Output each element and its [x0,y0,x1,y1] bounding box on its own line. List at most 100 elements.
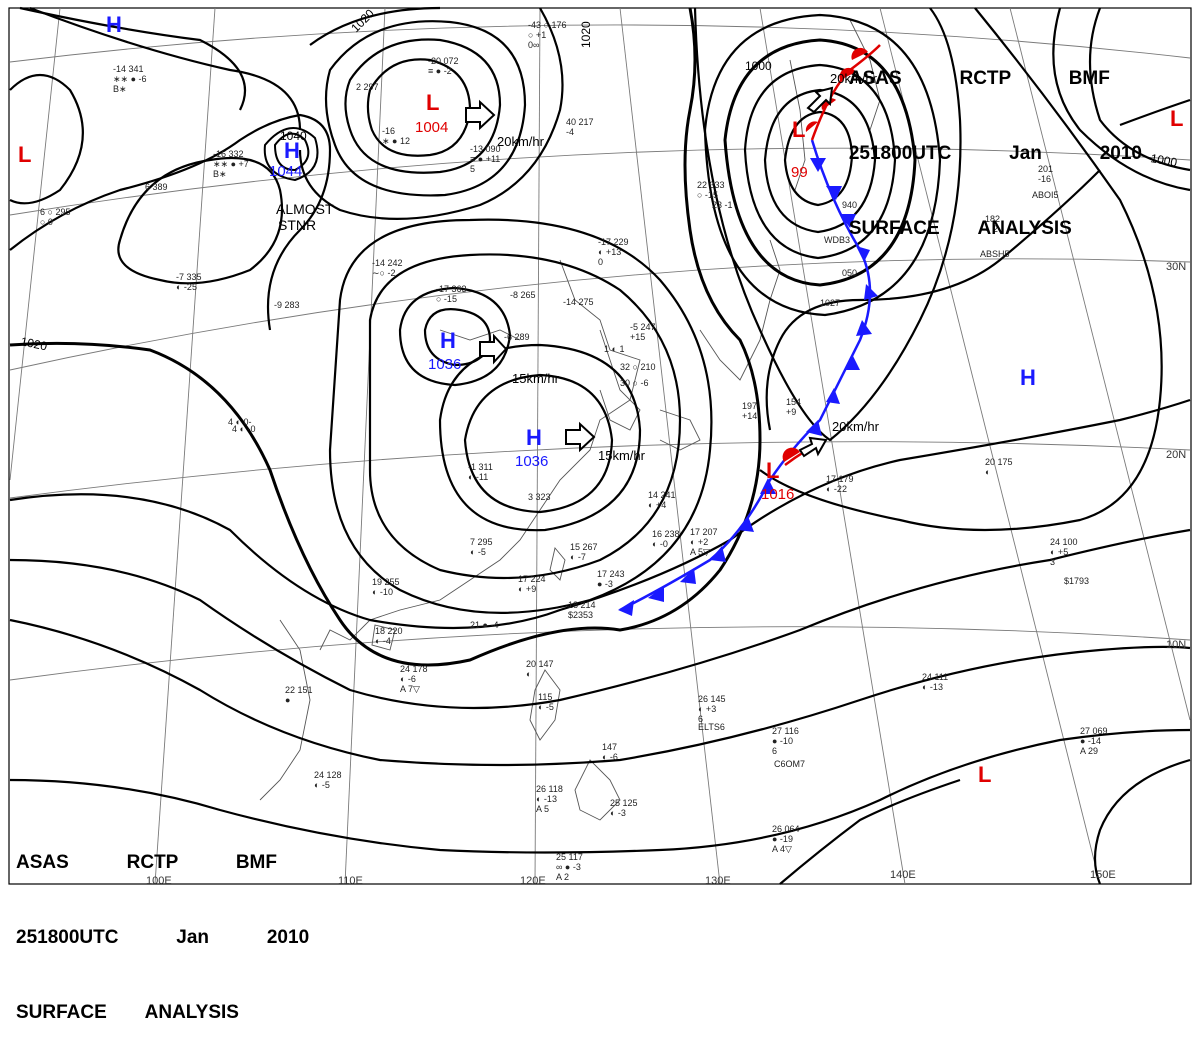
station-plot: 1027 [820,298,840,308]
isobar-nw-2 [29,6,302,131]
cold-front-tri-10 [760,478,776,494]
station-plot: 201-16 [1038,164,1053,184]
station-plot: 4 ◐ 0- [228,417,251,427]
station-plot: 19 255 ◐ -10 [372,577,400,597]
station-plot-line: 17 243 [597,569,625,579]
station-plot-line: 26 145 [698,694,726,704]
latitude-label: 10N [1166,639,1186,651]
cold-front-tri-4 [856,246,870,262]
motion-arrow-h1036-north [479,333,508,365]
station-plot-line: 19 255 [372,577,400,587]
isobar-1020-long [9,7,762,667]
longitude-line-110e [344,7,386,885]
isobar-1020-north [298,6,564,220]
isobar-ne-1000 [1088,7,1191,172]
motion-arrows [465,86,834,458]
warm-front-semi-4 [851,47,868,60]
station-plot-line: 1027 [820,298,840,308]
isobar-1004-outer [324,20,527,197]
map-border [8,7,1192,885]
station-plot-line: ◐ -7 [570,552,586,562]
station-plot-line: ∞ ● -3 [556,862,581,872]
philippines-south [574,759,621,821]
isobar-1036-south-inner [463,373,614,514]
isobar-1036-north-outer [398,286,512,387]
station-plot: 18 220 ◐ -4 [375,626,403,646]
station-plot: ABSH5 [980,249,1010,259]
station-plot: 17 179 ◐ -22 [826,474,854,494]
station-plot: -5 247 +15 [630,322,656,342]
station-plot-line: ABSH5 [980,249,1010,259]
station-plot: C6OM7 [774,759,805,769]
station-plot-line: 32 ○ 210 [620,362,655,372]
latitude-line-40n [9,24,1191,63]
station-plot-line: 154 [786,397,801,407]
station-plot-line: ◐ -5 [538,702,554,712]
station-plot-line: ◐ -13 [922,682,943,692]
hainan [371,624,396,651]
station-plot-line: ◐ -22 [826,484,847,494]
cold-front-tri-3 [840,214,856,228]
station-plot-line: ◐ +13 [598,247,621,257]
cold-front-tri-2 [826,186,842,200]
station-plot-line: 0 [598,257,603,267]
station-plot: 27 069 ● -14 A 29 [1080,726,1108,756]
isobar-south-4 [9,728,1191,854]
station-plot-line: -14 341 [113,64,144,74]
station-plot-line: ● [285,695,290,705]
station-plot: 17 224 ◐ +9 [518,574,546,594]
station-plot-line: ◐ +5 [1050,547,1068,557]
isobar-south-6 [779,778,961,885]
station-plot-line: ○ +1 [528,30,546,40]
station-plot: 40 217 -4 [566,117,594,137]
low-center-marker: L [426,90,439,115]
station-plot: -16 332∗∗ ● +7 B∗ [213,149,249,179]
station-plot-line: ∗∗ ● +7 [213,159,249,169]
cold-front-tri-6 [856,320,872,336]
isobar-label: 1000 [745,59,772,73]
station-plot-line: 20 175 [985,457,1013,467]
station-plot-line: ◐ -5 [314,780,330,790]
motion-arrow-l1016 [798,436,828,458]
station-plot-line: -9 283 [274,300,300,310]
isobar-left-big-loop [9,113,332,331]
weather-map: H L H 1044 L 1004 H 1036 H 1036 L 99 L 1… [0,0,1200,900]
station-plot-line: 27 069 [1080,726,1108,736]
motion-speed-label: 15km/hr [598,448,646,463]
station-plot-line: 6 389 [145,182,168,192]
station-plot: 6 ○ 295 ○ 0 [40,207,70,227]
isobar-1004-mid [344,38,502,174]
low-center-marker: L [766,458,779,483]
cold-front-tri-1 [810,158,826,172]
longitude-line-160e [1009,7,1191,721]
station-plot: 2 297 [356,82,379,92]
station-plot-line: -17 363 [436,284,467,294]
station-plot-line: ∗ ● 12 [382,136,410,146]
station-plot-line: 24 100 [1050,537,1078,547]
isobar-east-1 [765,169,1101,431]
station-plot: WDB3 [824,235,850,245]
station-plot-line: ◐ [985,467,990,477]
station-plot: -20 072≡ ● -2 [428,56,459,76]
header-line-1: ASAS RCTP BMF [848,68,1110,89]
header-line-2: 251800UTC Jan 2010 [848,143,1142,164]
station-plot-line: ELTS6 [698,722,725,732]
station-plot-line: ∼○ -2 [372,268,395,278]
station-plot-line: +14 [742,411,757,421]
latitude-line-10n [9,626,1191,681]
latitude-line-35n [9,147,1191,216]
map-background [0,0,1200,900]
station-plot: -1 311 ◐ -11 [468,462,493,482]
station-plot: -9 283 [274,300,300,310]
station-plot-line: 6 [772,746,777,756]
isobar-south-2 [9,528,1191,710]
station-plot: 18 214 $2353 [568,600,596,620]
station-plots: -14 341∗∗ ● -6 B∗-16 332∗∗ ● +7 B∗-20 07… [40,20,1108,882]
station-plot-line: 26 118 [536,784,563,794]
cold-front [618,139,878,616]
station-plot: $1793 [1064,576,1089,586]
station-plot-line: ≡ ● +11 [470,154,500,164]
station-plot-line: 40 217 [566,117,594,127]
station-plot-line: ◐ -0 [652,539,668,549]
isobar-labels: 1020 1020 1040 1000 1000 1020 [19,6,1178,353]
